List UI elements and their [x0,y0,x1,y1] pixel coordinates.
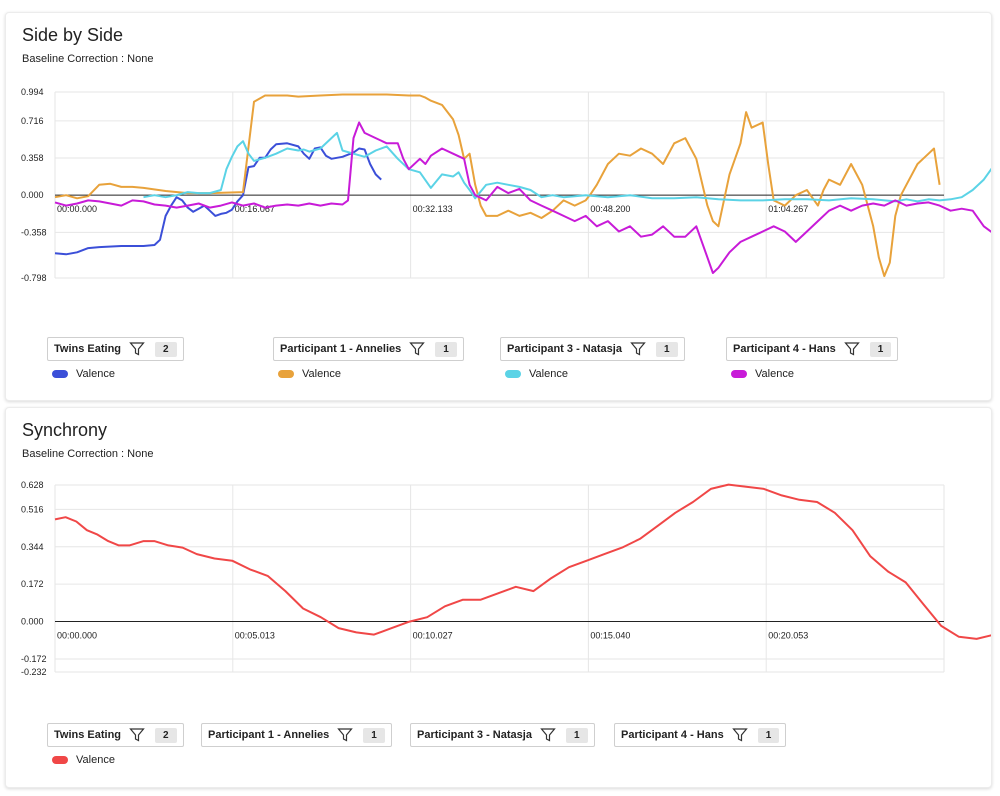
y-tick-label: 0.358 [21,153,44,163]
group-count-badge: 1 [363,727,385,743]
group-count-badge: 1 [655,341,678,357]
y-tick-label: 0.716 [21,116,44,126]
y-tick-label: 0.994 [21,87,44,97]
synchrony-card: Synchrony Baseline Correction : None 0.6… [5,407,992,788]
group-chip-participant-4-hans[interactable]: Participant 4 - Hans 1 [726,337,899,361]
group-count-badge: 1 [565,727,588,743]
y-tick-label: 0.516 [21,504,44,514]
legend-label: Valence [529,368,568,380]
group-chip-twins-eating[interactable]: Twins Eating 2 [47,337,184,361]
funnel-icon[interactable] [409,341,426,357]
legend-swatch [278,370,294,378]
x-tick-label: 00:00.000 [57,631,97,641]
legend-item-hans-valence[interactable]: Valence [731,368,794,380]
funnel-icon[interactable] [129,341,145,357]
group-chip-label: Twins Eating [54,343,122,355]
funnel-icon[interactable] [129,727,145,743]
group-chip-label: Participant 4 - Hans [733,343,836,355]
group-count-badge: 1 [757,727,780,743]
group-chip-label: Twins Eating [54,729,122,741]
y-tick-label: -0.798 [21,273,47,283]
y-tick-label: 0.344 [21,542,44,552]
x-tick-label: 00:20.053 [768,631,808,641]
y-tick-label: 0.000 [21,190,44,200]
group-chip-participant-3-natasja[interactable]: Participant 3 - Natasja 1 [410,723,595,747]
series-line-participant-4-hans [54,121,991,274]
group-chip-twins-eating[interactable]: Twins Eating 2 [47,723,184,747]
y-tick-label: 0.628 [21,480,44,490]
group-count-badge: 1 [869,341,892,357]
series-line-twins-eating [54,483,991,640]
y-tick-label: 0.000 [21,617,44,627]
group-chip-participant-4-hans[interactable]: Participant 4 - Hans 1 [614,723,787,747]
legend-swatch [731,370,747,378]
funnel-icon[interactable] [731,727,748,743]
legend-swatch [505,370,521,378]
y-tick-label: -0.232 [21,667,47,677]
group-chip-participant-1-annelies[interactable]: Participant 1 - Annelies 1 [201,723,392,747]
y-tick-label: -0.358 [21,227,47,237]
legend-label: Valence [76,754,115,766]
y-tick-label: -0.172 [21,654,47,664]
legend-item-annelies-valence[interactable]: Valence [278,368,341,380]
series-line-participant-1-annelies [54,93,941,278]
baseline-correction-label: Baseline Correction : None [22,448,154,460]
funnel-icon[interactable] [843,341,860,357]
group-count-badge: 1 [435,341,457,357]
legend-item-natasja-valence[interactable]: Valence [505,368,568,380]
group-count-badge: 2 [155,727,177,743]
x-tick-label: 01:04.267 [768,204,808,214]
y-tick-label: 0.172 [21,579,44,589]
series-line-twins-eating [54,142,382,256]
x-tick-label: 00:16.067 [235,204,275,214]
group-chip-label: Participant 1 - Annelies [280,343,402,355]
funnel-icon[interactable] [630,341,646,357]
x-tick-label: 00:48.200 [590,204,630,214]
x-tick-label: 00:32.133 [413,204,453,214]
group-chip-label: Participant 3 - Natasja [507,343,622,355]
chart-title: Synchrony [22,420,108,440]
group-chip-participant-1-annelies[interactable]: Participant 1 - Annelies 1 [273,337,464,361]
series-line-participant-3-natasja [143,131,991,203]
group-chip-participant-3-natasja[interactable]: Participant 3 - Natasja 1 [500,337,685,361]
group-count-badge: 2 [155,341,177,357]
funnel-icon[interactable] [540,727,556,743]
legend-swatch [52,370,68,378]
legend-label: Valence [302,368,341,380]
synchrony-chart: 0.628 0.516 0.344 0.172 0.000 -0.172 -0.232 00:… [21,480,991,677]
x-tick-label: 00:05.013 [235,631,275,641]
legend-swatch [52,756,68,764]
x-tick-label: 00:00.000 [57,204,97,214]
chart-title: Side by Side [22,25,124,45]
funnel-icon[interactable] [337,727,354,743]
side-by-side-chart: 0.994 0.716 0.358 0.000 -0.358 -0.798 00:00.00… [21,87,991,283]
x-tick-label: 00:15.040 [590,631,630,641]
group-chip-label: Participant 1 - Annelies [208,729,330,741]
legend-item-synchrony-valence[interactable]: Valence [52,754,115,766]
x-tick-label: 00:10.027 [413,631,453,641]
group-chip-label: Participant 3 - Natasja [417,729,532,741]
side-by-side-card: Side by Side Baseline Correction : None … [5,12,992,401]
legend-label: Valence [76,368,115,380]
legend-label: Valence [755,368,794,380]
group-chip-label: Participant 4 - Hans [621,729,724,741]
baseline-correction-label: Baseline Correction : None [22,53,154,65]
legend-item-twins-eating-valence[interactable]: Valence [52,368,115,380]
